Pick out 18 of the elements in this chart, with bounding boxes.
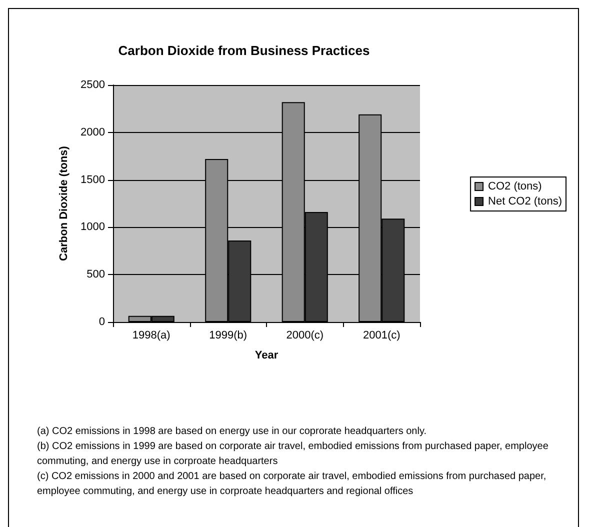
- y-tick-label: 1000: [80, 221, 105, 234]
- y-tick-label: 2500: [80, 79, 105, 91]
- text: (b) CO2 emissions in 1999 are based on corporate air travel, embodied emissions from purchased paper, employee commuting, and energy use in corproate headquarters: [37, 440, 550, 469]
- x-axis-title: Year: [254, 350, 279, 362]
- y-tick-label: 500: [86, 268, 105, 281]
- y-tick-label: 1500: [80, 174, 105, 186]
- y-tick-label: 0: [98, 316, 105, 328]
- x-tick-label: 2000(c): [286, 330, 324, 342]
- y-tick-label: 2000: [80, 126, 105, 138]
- x-tick-label: 1999(b): [209, 330, 248, 342]
- y-axis-title: Carbon Dioxide (tons): [58, 146, 70, 261]
- legend-label: CO2 (tons): [488, 180, 542, 192]
- chart-title: Carbon Dioxide from Business Practices: [118, 43, 370, 58]
- text: (c) CO2 emissions in 2000 and 2001 are based on corporate air travel, embodied emissions from purchased paper, employee commuting, and energy use in corproate headquarters and regional offices: [37, 470, 548, 499]
- legend-label: Net CO2 (tons): [488, 196, 562, 208]
- text: (a) CO2 emissions in 1998 are based on energy use in our coprorate headquarters only.: [37, 425, 428, 439]
- x-tick-label: 1998(a): [132, 330, 170, 342]
- x-tick-label: 2001(c): [362, 330, 400, 342]
